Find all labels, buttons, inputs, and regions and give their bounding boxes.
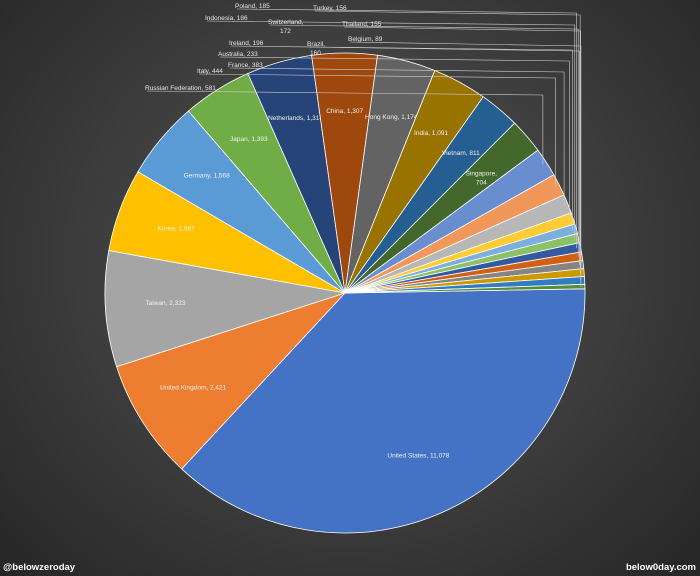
leader-line-indonesia bbox=[206, 20, 576, 240]
slice-label-brazil: Brazil, 160 bbox=[307, 41, 325, 57]
slice-label-taiwan: Taiwan, 2,323 bbox=[145, 300, 185, 307]
slice-label-netherlands: Netherlands, 1,314 bbox=[268, 115, 323, 122]
slice-label-korea: Korea, 1,667 bbox=[158, 226, 196, 233]
pie-slice-taiwan bbox=[104, 250, 346, 368]
slice-label-poland: Poland, 185 bbox=[235, 3, 270, 10]
footer-handle: @belowzeroday bbox=[3, 562, 76, 573]
leader-line-australia bbox=[219, 56, 570, 220]
slice-label-united-kingdom: United Kingdom, 2,421 bbox=[160, 385, 227, 392]
slice-label-ireland: Ireland, 196 bbox=[229, 40, 264, 47]
leader-line-switzerland bbox=[269, 24, 579, 257]
pie-slice-united-kingdom bbox=[116, 292, 347, 470]
slice-label-france: France, 383 bbox=[228, 62, 263, 69]
slice-label-china: China, 1,307 bbox=[326, 108, 363, 115]
leader-line-italy bbox=[198, 73, 556, 187]
leader-line-france bbox=[229, 67, 565, 206]
slice-label-indonesia: Indonesia, 186 bbox=[205, 15, 248, 22]
slice-label-hong-kong: Hong Kong, 1,174 bbox=[365, 114, 418, 121]
pie-slice-united-states bbox=[181, 288, 586, 534]
leader-line-russian-federation bbox=[146, 90, 544, 165]
slice-label-belgium: Belgium, 89 bbox=[348, 36, 383, 43]
footer-website: below0day.com bbox=[625, 562, 696, 573]
slice-label-australia: Australia, 233 bbox=[218, 51, 258, 58]
slice-label-russian-federation: Russian Federation, 581 bbox=[145, 85, 216, 92]
slice-label-japan: Japan, 1,393 bbox=[230, 136, 268, 143]
slice-label-singapore: Singapore, 704 bbox=[466, 170, 498, 186]
slice-label-united-states: United States, 11,078 bbox=[387, 452, 449, 459]
pie-slice-belgium bbox=[344, 283, 586, 294]
leader-line-brazil bbox=[308, 46, 580, 266]
slice-label-india: India, 1,091 bbox=[414, 130, 448, 137]
slice-label-switzerland: Switzerland, 172 bbox=[268, 19, 304, 35]
slice-label-vietnam: Vietnam, 811 bbox=[442, 150, 480, 157]
slice-label-germany: Germany, 1,568 bbox=[184, 173, 231, 180]
leader-line-belgium bbox=[349, 41, 582, 287]
leader-line-turkey bbox=[314, 10, 581, 273]
slice-label-turkey: Turkey, 156 bbox=[313, 5, 347, 12]
slice-label-thailand: Thailand, 155 bbox=[342, 21, 382, 28]
leader-line-poland bbox=[236, 8, 577, 249]
slice-label-italy: Italy, 444 bbox=[197, 68, 223, 75]
